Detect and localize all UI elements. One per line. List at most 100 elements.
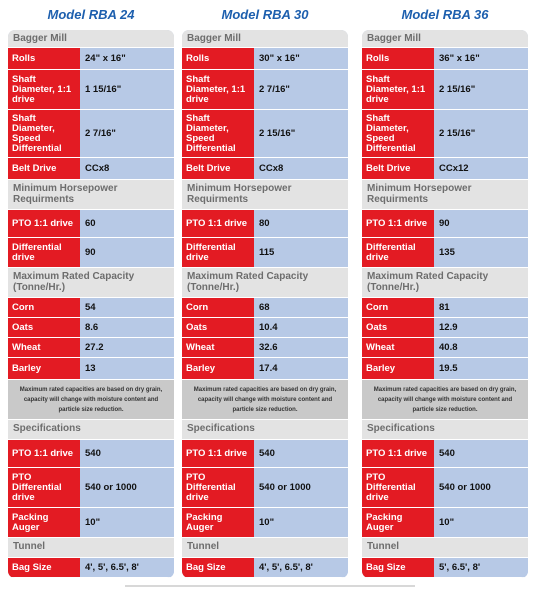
spec-row: PTO Differential drive 540 or 1000 [362, 468, 528, 508]
spec-label: Bag Size [8, 558, 80, 577]
spec-row: PTO 1:1 drive 540 [182, 440, 348, 468]
section-heading: Minimum Horsepower Requirments [362, 180, 528, 210]
spec-row: Oats 8.6 [8, 318, 174, 338]
spec-label: Wheat [182, 338, 254, 357]
spec-row: Corn 68 [182, 298, 348, 318]
spec-value: 1 15/16" [80, 70, 174, 109]
spec-row: Barley 19.5 [362, 358, 528, 380]
spec-label: Packing Auger [8, 508, 80, 537]
spec-row: Differential drive 115 [182, 238, 348, 268]
spec-value: 540 [80, 440, 174, 467]
spec-label: PTO 1:1 drive [362, 210, 434, 237]
spec-row: Rolls 30" x 16" [182, 48, 348, 70]
model-column: Model RBA 24 Bagger Mill Rolls 24" x 16" Sha… [8, 6, 174, 578]
spec-row: Corn 81 [362, 298, 528, 318]
spec-value: 2 7/16" [80, 110, 174, 157]
spec-row: Shaft Diameter, Speed Differential 2 7/16… [8, 110, 174, 158]
spec-value: 5', 6.5', 8' [434, 558, 528, 577]
spec-row: Rolls 24" x 16" [8, 48, 174, 70]
spec-label: Corn [362, 298, 434, 317]
spec-label: Shaft Diameter, 1:1 drive [362, 70, 434, 109]
spec-row: PTO 1:1 drive 90 [362, 210, 528, 238]
spec-row: Oats 10.4 [182, 318, 348, 338]
section-heading: Maximum Rated Capacity (Tonne/Hr.) [8, 268, 174, 298]
spec-row: Packing Auger 10" [362, 508, 528, 538]
spec-row: Bag Size 4', 5', 6.5', 8' [8, 558, 174, 578]
spec-card: Bagger Mill Rolls 24" x 16" Shaft Diameter,… [8, 30, 174, 578]
spec-value: 540 or 1000 [434, 468, 528, 507]
spec-value: 68 [254, 298, 348, 317]
spec-label: PTO 1:1 drive [8, 210, 80, 237]
spec-value: 80 [254, 210, 348, 237]
capacity-note: Maximum rated capacities are based on dr… [182, 380, 348, 420]
spec-row: Belt Drive CCx12 [362, 158, 528, 180]
spec-value: 10.4 [254, 318, 348, 337]
spec-row: Barley 17.4 [182, 358, 348, 380]
spec-value: 540 or 1000 [80, 468, 174, 507]
model-title: Model RBA 36 [401, 7, 489, 22]
spec-row: Shaft Diameter, 1:1 drive 2 15/16" [362, 70, 528, 110]
spec-label: Differential drive [182, 238, 254, 267]
spec-row: Shaft Diameter, 1:1 drive 1 15/16" [8, 70, 174, 110]
spec-label: Barley [182, 358, 254, 379]
spec-value: CCx8 [254, 158, 348, 179]
spec-row: Wheat 27.2 [8, 338, 174, 358]
spec-label: Differential drive [8, 238, 80, 267]
model-title: Model RBA 24 [47, 7, 135, 22]
spec-row: PTO 1:1 drive 60 [8, 210, 174, 238]
spec-value: 4', 5', 6.5', 8' [80, 558, 174, 577]
spec-row: PTO 1:1 drive 540 [8, 440, 174, 468]
spec-label: Wheat [362, 338, 434, 357]
model-column: Model RBA 36 Bagger Mill Rolls 36" x 16" Sha… [362, 6, 528, 578]
model-column: Model RBA 30 Bagger Mill Rolls 30" x 16" Sha… [182, 6, 348, 578]
section-heading: Maximum Rated Capacity (Tonne/Hr.) [362, 268, 528, 298]
spec-value: 540 [434, 440, 528, 467]
spec-label: Shaft Diameter, Speed Differential [362, 110, 434, 157]
spec-label: Barley [8, 358, 80, 379]
spec-row: Bag Size 4', 5', 6.5', 8' [182, 558, 348, 578]
spec-row: Differential drive 90 [8, 238, 174, 268]
spec-row: Shaft Diameter, 1:1 drive 2 7/16" [182, 70, 348, 110]
spec-value: 81 [434, 298, 528, 317]
spec-value: 12.9 [434, 318, 528, 337]
spec-value: 2 15/16" [434, 70, 528, 109]
spec-row: Barley 13 [8, 358, 174, 380]
capacity-note: Maximum rated capacities are based on dr… [362, 380, 528, 420]
spec-label: Shaft Diameter, Speed Differential [8, 110, 80, 157]
spec-row: Oats 12.9 [362, 318, 528, 338]
spec-row: Wheat 40.8 [362, 338, 528, 358]
model-title: Model RBA 30 [221, 7, 309, 22]
spec-label: Bag Size [362, 558, 434, 577]
spec-label: Shaft Diameter, Speed Differential [182, 110, 254, 157]
spec-value: 540 [254, 440, 348, 467]
section-heading: Specifications [8, 420, 174, 440]
spec-label: PTO 1:1 drive [182, 440, 254, 467]
spec-value: 2 7/16" [254, 70, 348, 109]
spec-label: Belt Drive [362, 158, 434, 179]
spec-value: 90 [434, 210, 528, 237]
spec-label: Shaft Diameter, 1:1 drive [8, 70, 80, 109]
spec-value: 40.8 [434, 338, 528, 357]
spec-row: Shaft Diameter, Speed Differential 2 15/1… [362, 110, 528, 158]
spec-value: 30" x 16" [254, 48, 348, 69]
spec-row: Shaft Diameter, Speed Differential 2 15/1… [182, 110, 348, 158]
spec-row: PTO 1:1 drive 540 [362, 440, 528, 468]
spec-label: PTO 1:1 drive [362, 440, 434, 467]
section-heading: Minimum Horsepower Requirments [182, 180, 348, 210]
spec-label: Oats [182, 318, 254, 337]
spec-label: Corn [8, 298, 80, 317]
spec-value: 27.2 [80, 338, 174, 357]
spec-row: Packing Auger 10" [182, 508, 348, 538]
spec-value: 90 [80, 238, 174, 267]
section-heading: Bagger Mill [362, 30, 528, 48]
spec-value: CCx8 [80, 158, 174, 179]
spec-value: 60 [80, 210, 174, 237]
spec-value: 8.6 [80, 318, 174, 337]
spec-value: 135 [434, 238, 528, 267]
spec-value: 17.4 [254, 358, 348, 379]
spec-value: 24" x 16" [80, 48, 174, 69]
section-heading: Tunnel [8, 538, 174, 558]
spec-value: 2 15/16" [254, 110, 348, 157]
spec-row: PTO Differential drive 540 or 1000 [182, 468, 348, 508]
spec-row: Differential drive 135 [362, 238, 528, 268]
